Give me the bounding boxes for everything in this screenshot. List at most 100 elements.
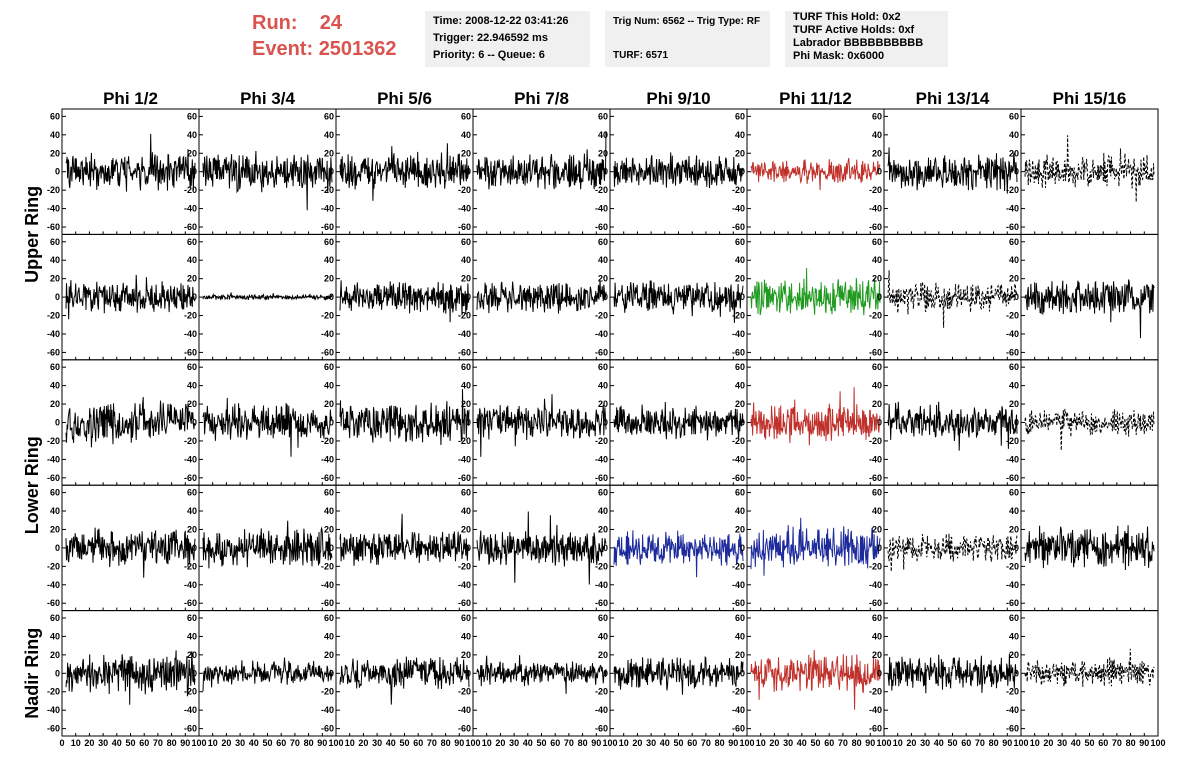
x-tick-label: 20 — [1043, 738, 1053, 748]
y-tick-label: 0 — [192, 543, 197, 553]
y-tick-label: -40 — [184, 705, 197, 715]
y-tick-label: -60 — [321, 598, 334, 608]
y-tick-label: 20 — [50, 274, 60, 284]
y-tick-label: 40 — [1009, 631, 1019, 641]
y-tick-label: -60 — [47, 222, 60, 232]
waveform-trace — [65, 650, 196, 705]
y-tick-label: -20 — [458, 436, 471, 446]
y-tick-label: -40 — [869, 454, 882, 464]
y-tick-label: -40 — [458, 329, 471, 339]
y-tick-label: -40 — [321, 580, 334, 590]
y-tick-label: 0 — [192, 292, 197, 302]
run-event-header: Run: 24 Event: 2501362 — [252, 10, 397, 62]
waveform-trace — [887, 401, 1018, 451]
y-tick-label: -40 — [869, 204, 882, 214]
x-tick-label: 10 — [482, 738, 492, 748]
y-tick-label: -40 — [321, 454, 334, 464]
y-tick-label: 0 — [877, 543, 882, 553]
y-tick-label: 60 — [1009, 362, 1019, 372]
waveform-trace — [476, 131, 607, 190]
y-tick-label: -20 — [1006, 561, 1019, 571]
x-tick-label: 40 — [249, 738, 259, 748]
waveform-trace — [887, 653, 1018, 694]
y-tick-label: 0 — [740, 167, 745, 177]
y-tick-label: -40 — [184, 204, 197, 214]
y-tick-label: 60 — [324, 613, 334, 623]
x-tick-label: 60 — [1098, 738, 1108, 748]
y-tick-label: -20 — [321, 185, 334, 195]
y-tick-label: 40 — [187, 381, 197, 391]
y-tick-label: -20 — [458, 561, 471, 571]
x-tick-label: 80 — [852, 738, 862, 748]
y-tick-label: -60 — [1006, 724, 1019, 734]
y-tick-label: 20 — [1009, 524, 1019, 534]
y-tick-label: 40 — [735, 631, 745, 641]
waveform-trace — [339, 513, 470, 566]
timing-info-panel: Time: 2008-12-22 03:41:26 Trigger: 22.94… — [425, 11, 590, 67]
x-tick-label: 10 — [893, 738, 903, 748]
x-tick-label: 20 — [769, 738, 779, 748]
x-tick-label: 90 — [454, 738, 464, 748]
y-tick-label: -40 — [321, 705, 334, 715]
y-tick-label: 20 — [461, 148, 471, 158]
x-tick-label: 30 — [783, 738, 793, 748]
y-tick-label: -60 — [595, 724, 608, 734]
y-tick-label: 20 — [735, 524, 745, 534]
y-tick-label: -40 — [458, 454, 471, 464]
x-tick-label: 100 — [876, 738, 891, 748]
x-tick-label: 70 — [838, 738, 848, 748]
y-tick-label: -40 — [321, 204, 334, 214]
y-tick-label: 60 — [598, 362, 608, 372]
y-tick-label: 40 — [598, 506, 608, 516]
y-tick-label: 20 — [598, 399, 608, 409]
y-tick-label: 0 — [466, 418, 471, 428]
run-row: Run: 24 — [252, 10, 397, 36]
y-tick-label: -40 — [184, 580, 197, 590]
y-tick-label: 0 — [877, 668, 882, 678]
waveform-trace — [202, 150, 333, 211]
x-tick-label: 10 — [71, 738, 81, 748]
y-tick-label: 20 — [598, 148, 608, 158]
y-tick-label: -60 — [869, 222, 882, 232]
x-tick-label: 10 — [345, 738, 355, 748]
y-tick-label: 0 — [466, 292, 471, 302]
x-tick-label: 50 — [399, 738, 409, 748]
y-tick-label: 60 — [735, 237, 745, 247]
turf-this-hold-text: TURF This Hold: 0x2 — [793, 11, 901, 23]
y-tick-label: 40 — [461, 130, 471, 140]
y-tick-label: -60 — [869, 598, 882, 608]
y-tick-label: -20 — [47, 561, 60, 571]
x-tick-label: 80 — [441, 738, 451, 748]
y-tick-label: 60 — [1009, 111, 1019, 121]
y-tick-label: 0 — [877, 418, 882, 428]
waveform-trace — [1024, 525, 1155, 571]
phi-column-label: Phi 5/6 — [377, 89, 432, 108]
waveform-trace — [476, 655, 607, 694]
run-label: Run: — [252, 12, 298, 34]
y-tick-label: 20 — [187, 399, 197, 409]
x-tick-label: 90 — [591, 738, 601, 748]
turf-active-holds-text: TURF Active Holds: 0xf — [793, 24, 915, 36]
y-tick-label: -20 — [321, 561, 334, 571]
y-tick-label: -40 — [869, 705, 882, 715]
x-tick-label: 60 — [139, 738, 149, 748]
y-tick-label: 40 — [461, 255, 471, 265]
y-tick-label: 20 — [1009, 650, 1019, 660]
y-tick-label: -40 — [732, 204, 745, 214]
waveform-trace — [1024, 135, 1155, 203]
time-text: Time: 2008-12-22 03:41:26 — [433, 15, 569, 27]
y-tick-label: 0 — [329, 418, 334, 428]
waveform-trace — [339, 389, 470, 446]
waveform-trace — [339, 280, 470, 323]
y-tick-label: 40 — [50, 130, 60, 140]
y-tick-label: 0 — [329, 668, 334, 678]
y-tick-label: 0 — [55, 668, 60, 678]
y-tick-label: 0 — [192, 668, 197, 678]
y-tick-label: 0 — [740, 668, 745, 678]
y-tick-label: 60 — [735, 111, 745, 121]
y-tick-label: -40 — [732, 329, 745, 339]
y-tick-label: 20 — [598, 524, 608, 534]
x-tick-label: 100 — [1013, 738, 1028, 748]
y-tick-label: -60 — [595, 598, 608, 608]
y-tick-label: 40 — [872, 506, 882, 516]
